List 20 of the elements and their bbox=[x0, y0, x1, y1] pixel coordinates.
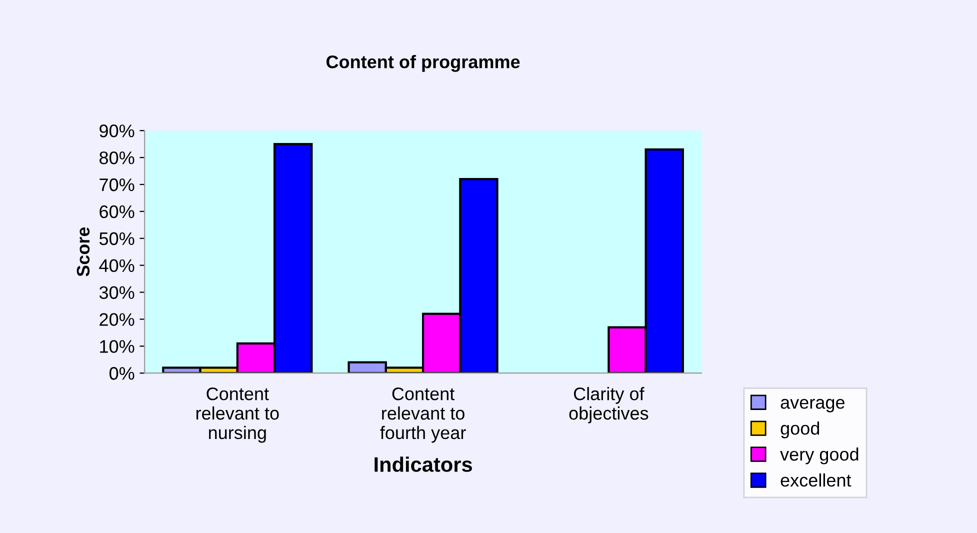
y-tick-label: 30% bbox=[99, 286, 134, 299]
legend-label: average bbox=[780, 398, 844, 412]
y-tick-label: 20% bbox=[100, 313, 134, 326]
y-tick-label: 0% bbox=[109, 367, 134, 380]
chart-title: Content of programme bbox=[326, 55, 520, 72]
legend-label: good bbox=[780, 421, 820, 438]
y-tick-label: 80% bbox=[100, 151, 134, 164]
legend-label: very good bbox=[780, 447, 858, 464]
y-tick-label: 60% bbox=[100, 205, 134, 218]
x-tick-label: Clarity of objectives bbox=[569, 386, 648, 424]
y-tick-label: 10% bbox=[100, 340, 134, 353]
y-tick-label: 70% bbox=[100, 178, 134, 192]
x-tick-label: Content relevant to fourth year bbox=[380, 387, 466, 443]
y-tick-label: 50% bbox=[99, 232, 134, 246]
x-axis-title: Indicators bbox=[374, 456, 472, 472]
y-axis-title: Score bbox=[76, 227, 90, 276]
y-tick-label: 40% bbox=[99, 259, 134, 272]
x-tick-label: Content relevant to nursing bbox=[196, 387, 279, 443]
legend-label: excellent bbox=[780, 473, 852, 487]
y-tick-label: 90% bbox=[100, 124, 134, 138]
